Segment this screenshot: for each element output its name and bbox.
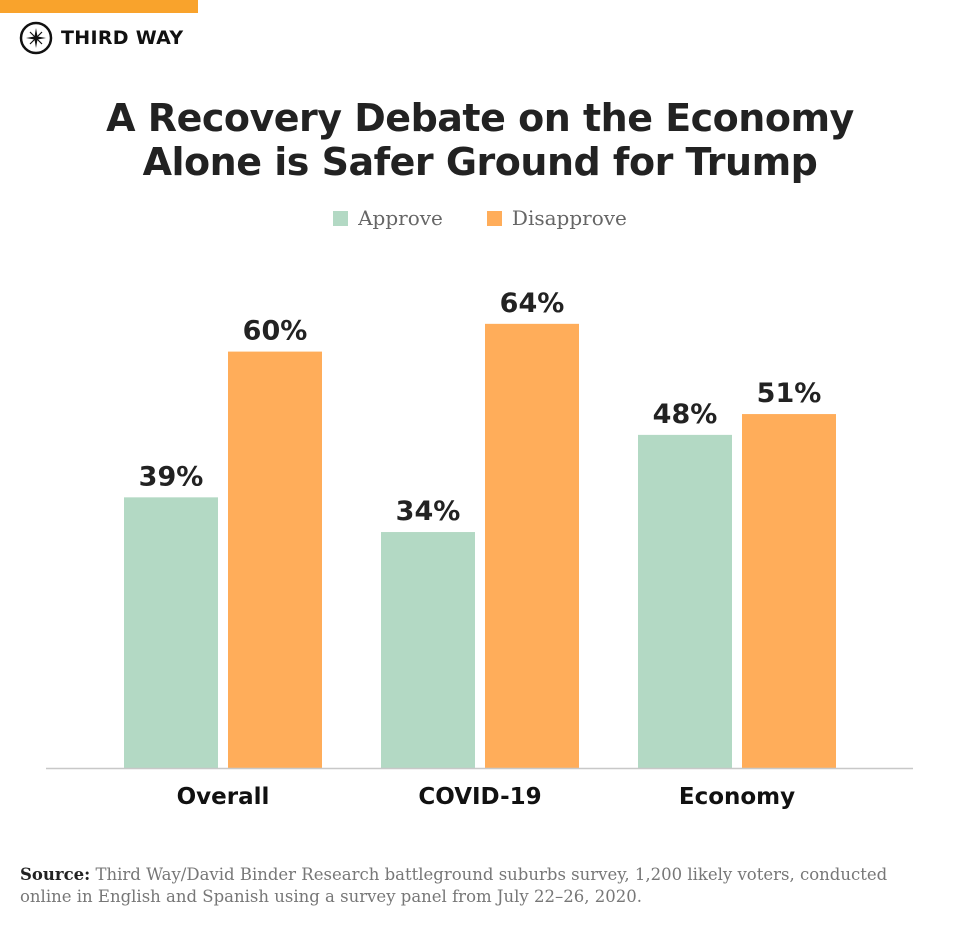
category-label-economy: Economy [679,784,795,810]
data-label-overall-approve: 39% [139,461,204,492]
accent-bar [0,0,198,13]
bar-covid-19-approve [381,532,475,768]
category-label-overall: Overall [177,784,270,810]
legend-swatch-disapprove [486,210,502,226]
title-line-1: A Recovery Debate on the Economy [106,96,854,140]
legend-label-approve: Approve [358,206,443,230]
legend-item-approve: Approve [333,206,443,230]
legend: Approve Disapprove [0,206,960,230]
source-label: Source: [20,865,91,884]
data-label-economy-approve: 48% [653,399,718,430]
compass-icon [19,21,53,55]
data-label-covid-19-disapprove: 64% [500,288,565,319]
source-note: Source: Third Way/David Binder Research … [20,864,940,908]
data-label-overall-disapprove: 60% [243,316,308,347]
legend-swatch-approve [333,210,349,226]
bar-economy-disapprove [742,414,836,768]
bar-covid-19-disapprove [485,323,579,768]
title-line-2: Alone is Safer Ground for Trump [142,140,818,184]
chart-title: A Recovery Debate on the Economy Alone i… [0,96,960,184]
bar-overall-approve [124,497,218,768]
category-label-covid-19: COVID-19 [418,784,541,810]
legend-item-disapprove: Disapprove [486,206,627,230]
brand-name: THIRD WAY [61,27,184,49]
logo: THIRD WAY [19,21,183,55]
data-label-covid-19-approve: 34% [396,496,461,527]
bar-economy-approve [638,434,732,768]
source-text: Third Way/David Binder Research battlegr… [20,865,888,906]
legend-label-disapprove: Disapprove [511,206,627,230]
data-label-economy-disapprove: 51% [757,378,822,409]
bar-overall-disapprove [228,351,322,768]
